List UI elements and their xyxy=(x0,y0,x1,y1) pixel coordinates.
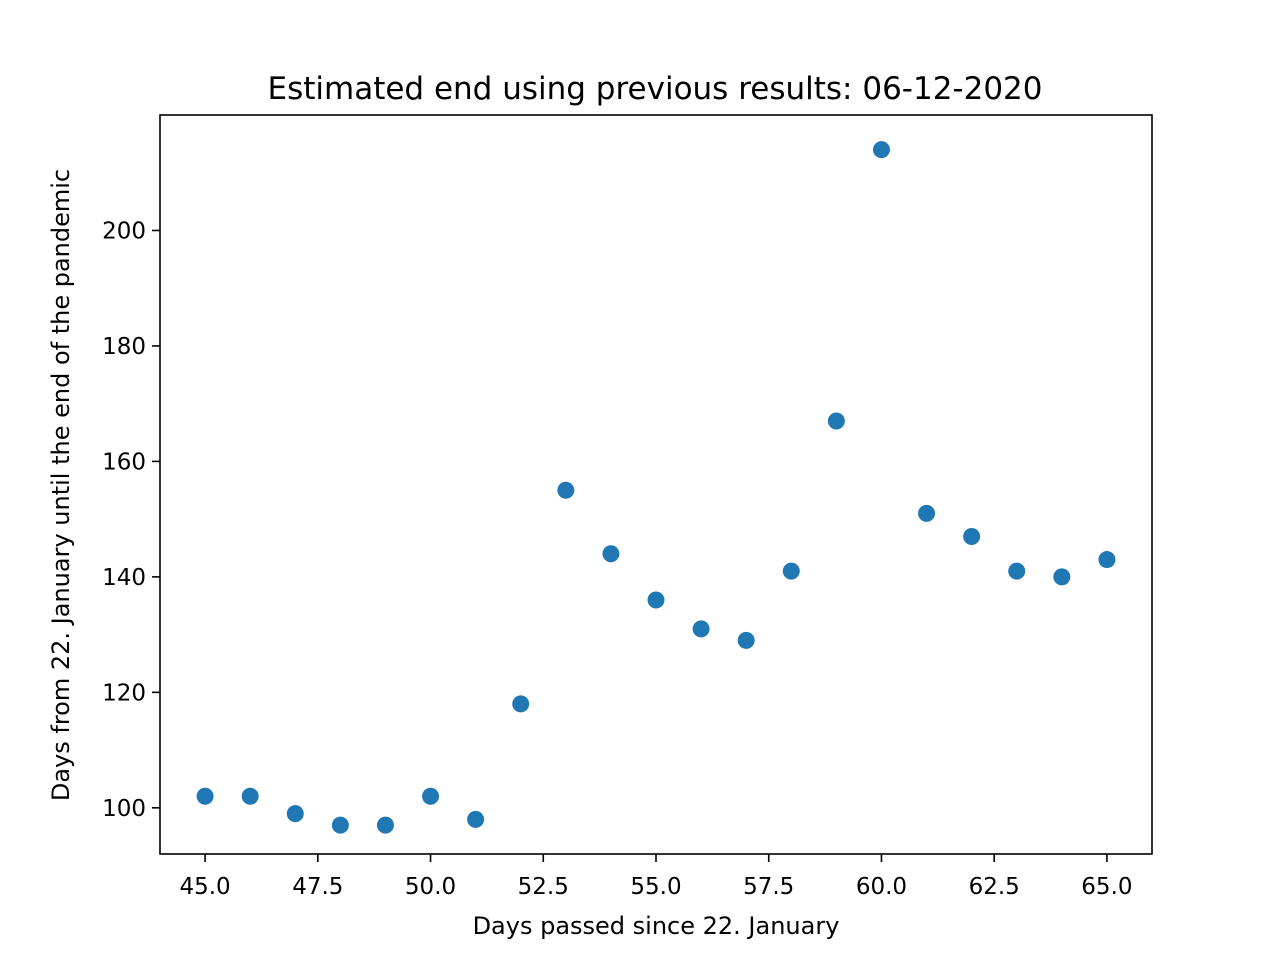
data-point xyxy=(376,816,394,834)
data-point xyxy=(1008,562,1026,580)
x-tick-label: 55.0 xyxy=(630,874,681,900)
data-point xyxy=(872,141,890,159)
data-point xyxy=(1098,551,1116,569)
x-tick-label: 52.5 xyxy=(518,874,569,900)
x-tick-label: 60.0 xyxy=(856,874,907,900)
data-point xyxy=(602,545,620,563)
data-point xyxy=(827,412,845,430)
data-point xyxy=(467,810,485,828)
x-tick-label: 45.0 xyxy=(179,874,230,900)
x-tick-label: 50.0 xyxy=(405,874,456,900)
x-tick-label: 62.5 xyxy=(969,874,1020,900)
data-point xyxy=(647,591,665,609)
y-tick-label: 120 xyxy=(102,680,146,706)
data-point xyxy=(512,695,530,713)
x-axis: 45.0 47.5 50.0 52.5 55.0 57.5 60.0 62.5 65.0 xyxy=(179,854,1133,900)
plot-frame xyxy=(159,114,1153,855)
y-tick-label: 140 xyxy=(102,565,146,591)
data-point xyxy=(286,805,304,823)
x-tick-label: 65.0 xyxy=(1081,874,1132,900)
data-points xyxy=(196,141,1116,834)
y-tick-label: 100 xyxy=(102,796,146,822)
y-axis: 100 120 140 160 180 200 xyxy=(102,218,160,822)
data-point xyxy=(918,504,936,522)
data-point xyxy=(782,562,800,580)
data-point xyxy=(737,631,755,649)
data-point xyxy=(196,787,214,805)
data-point xyxy=(241,787,259,805)
data-point xyxy=(557,481,575,499)
x-axis-label: Days passed since 22. January xyxy=(473,912,840,940)
y-tick-label: 200 xyxy=(102,218,146,244)
data-point xyxy=(1053,568,1071,586)
chart-title: Estimated end using previous results: 06… xyxy=(268,71,1043,107)
data-point xyxy=(692,620,710,638)
data-point xyxy=(331,816,349,834)
data-point xyxy=(422,787,440,805)
y-tick-label: 160 xyxy=(102,449,146,475)
x-tick-label: 47.5 xyxy=(292,874,343,900)
y-axis-label: Days from 22. January until the end of t… xyxy=(47,169,75,801)
y-tick-label: 180 xyxy=(102,334,146,360)
data-point xyxy=(963,527,981,545)
x-tick-label: 57.5 xyxy=(743,874,794,900)
